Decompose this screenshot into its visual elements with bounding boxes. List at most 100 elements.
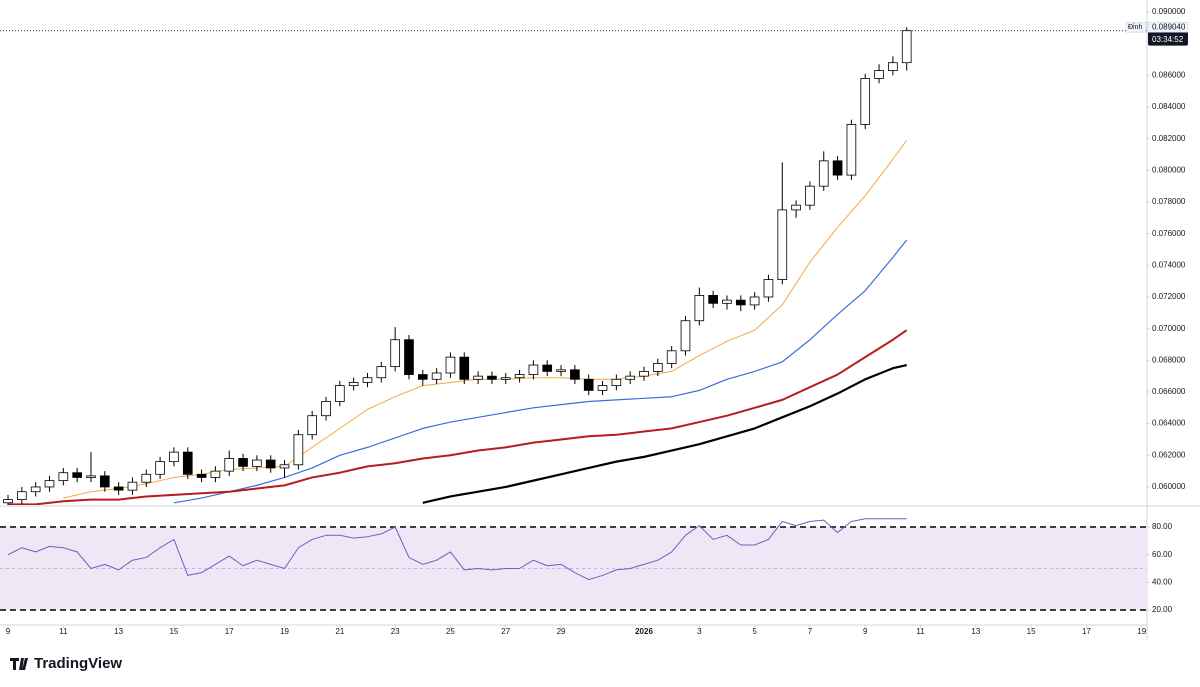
candle-body xyxy=(182,451,193,475)
x-tick-label: 19 xyxy=(280,627,289,636)
countdown-label: 03:34:52 xyxy=(1152,35,1184,44)
candle-body xyxy=(335,385,345,402)
candle-body xyxy=(653,363,663,372)
candle-body xyxy=(72,472,82,478)
x-tick-label: 19 xyxy=(1137,627,1146,636)
candle-body xyxy=(500,377,511,380)
x-tick-label: 5 xyxy=(752,627,757,636)
logo-icon xyxy=(10,658,28,670)
candle-body xyxy=(321,401,331,417)
logo: TradingView xyxy=(10,655,122,672)
candle-body xyxy=(846,124,857,176)
candle-body xyxy=(141,473,152,483)
price-pane xyxy=(0,27,1147,505)
candle-body xyxy=(362,377,373,383)
moving-average xyxy=(422,363,907,504)
candle-body xyxy=(293,434,304,466)
candle-body xyxy=(3,499,13,504)
candle-body xyxy=(860,78,871,125)
axes: 0.060000 0.062000 0.064000 0.066000 0.068000… xyxy=(6,7,1189,636)
candle-body xyxy=(625,375,636,380)
candle-body xyxy=(376,366,387,379)
moving-average xyxy=(173,239,908,504)
candle-body xyxy=(169,451,179,463)
x-tick-label: 9 xyxy=(6,627,11,636)
candle-body xyxy=(583,378,594,391)
y-tick-label: 0.066000 xyxy=(1152,387,1186,396)
candle-body xyxy=(528,364,539,375)
logo-text: TradingView xyxy=(34,655,122,672)
x-tick-label: 27 xyxy=(501,627,510,636)
x-tick-label: 11 xyxy=(916,627,925,636)
candle-body xyxy=(514,374,525,379)
candle-body xyxy=(818,160,829,187)
candle-body xyxy=(556,369,566,372)
y-tick-label: 0.062000 xyxy=(1152,450,1186,459)
x-tick-label: 29 xyxy=(557,627,566,636)
x-tick-label: 15 xyxy=(169,627,178,636)
candle-body xyxy=(597,385,608,391)
candle-body xyxy=(445,356,456,374)
x-tick-label: 15 xyxy=(1027,627,1036,636)
x-tick-label: 17 xyxy=(225,627,234,636)
candle-body xyxy=(86,475,96,478)
candle-body xyxy=(390,339,400,368)
x-tick-label: 13 xyxy=(114,627,123,636)
y-tick-label: 0.078000 xyxy=(1152,197,1186,206)
candle-body xyxy=(694,295,705,322)
high-marker-box xyxy=(1147,21,1189,33)
x-tick-label: 2026 xyxy=(635,627,653,636)
x-tick-label: 3 xyxy=(697,627,702,636)
candle-body xyxy=(44,480,55,488)
y-tick-label: 0.074000 xyxy=(1152,260,1186,269)
candle-body xyxy=(639,370,649,377)
candle-body xyxy=(307,415,318,436)
x-tick-label: 25 xyxy=(446,627,455,636)
candle-body xyxy=(113,486,124,491)
candle-body xyxy=(570,369,580,380)
x-tick-label: 17 xyxy=(1082,627,1091,636)
y-tick-label: 0.076000 xyxy=(1152,229,1186,238)
candle-body xyxy=(17,491,27,501)
candle-body xyxy=(763,279,774,298)
y-tick-label: 0.068000 xyxy=(1152,355,1186,364)
candle-body xyxy=(30,486,41,493)
moving-average xyxy=(8,329,908,505)
candle-body xyxy=(58,472,69,482)
rsi-line xyxy=(7,518,907,581)
candle-body xyxy=(473,375,483,380)
x-tick-label: 11 xyxy=(59,627,68,636)
candle-body xyxy=(735,299,746,306)
candle-body xyxy=(210,470,221,478)
candle-body xyxy=(224,458,235,472)
x-tick-label: 21 xyxy=(335,627,344,636)
candle-body xyxy=(265,459,276,469)
candle-body xyxy=(666,350,677,364)
y-tick-label: 20.00 xyxy=(1152,605,1173,614)
y-tick-label: 0.064000 xyxy=(1152,419,1186,428)
candle-body xyxy=(542,364,553,372)
y-tick-label: 0.084000 xyxy=(1152,102,1186,111)
candle-body xyxy=(805,185,815,206)
y-tick-label: 0.080000 xyxy=(1152,165,1186,174)
candle-body xyxy=(874,70,884,79)
y-tick-label: 0.060000 xyxy=(1152,482,1186,491)
candle-body xyxy=(155,461,165,475)
y-tick-label: 0.086000 xyxy=(1152,70,1186,79)
high-marker-text: Đỉnh xyxy=(1128,23,1143,31)
candle-body xyxy=(279,464,290,469)
candle-body xyxy=(777,209,788,280)
candle-body xyxy=(431,372,442,380)
y-tick-label: 0.082000 xyxy=(1152,134,1186,143)
candle-body xyxy=(611,378,622,387)
y-tick-label: 0.070000 xyxy=(1152,324,1186,333)
candle-body xyxy=(417,374,428,380)
candle-body xyxy=(888,62,898,72)
candle-body xyxy=(901,30,912,64)
y-tick-label: 0.072000 xyxy=(1152,292,1186,301)
candle-body xyxy=(252,459,262,467)
candle-body xyxy=(127,481,138,491)
candle-body xyxy=(749,296,760,306)
